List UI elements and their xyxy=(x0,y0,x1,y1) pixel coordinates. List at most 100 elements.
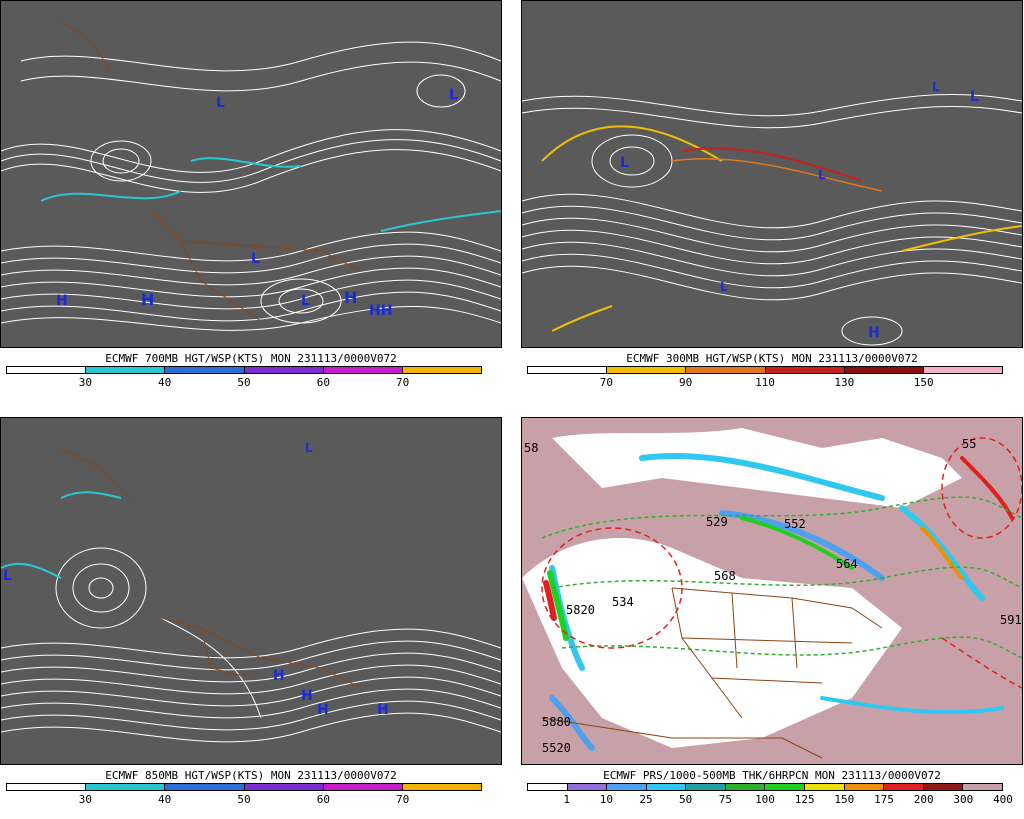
color-swatch xyxy=(323,367,403,373)
panel-title: ECMWF PRS/1000-500MB THK/6HRPCN MON 2311… xyxy=(603,769,941,782)
color-swatch xyxy=(607,367,687,373)
thickness-label: 5880 xyxy=(542,715,571,729)
scale-tick-label: 60 xyxy=(316,376,330,389)
high-label: H xyxy=(56,293,68,309)
color-swatch xyxy=(86,784,166,790)
scale-tick-label: 400 xyxy=(993,793,1013,806)
thickness-label: 58 xyxy=(524,441,538,455)
scale-tick-label: 50 xyxy=(237,793,251,806)
color-swatch xyxy=(923,784,964,790)
scale-tick-label: 300 xyxy=(953,793,974,806)
color-swatch xyxy=(402,367,482,373)
color-swatch xyxy=(165,784,245,790)
low-label: L xyxy=(3,568,12,584)
thickness-label: 568 xyxy=(714,569,736,583)
color-swatch xyxy=(607,784,647,790)
low-label: L xyxy=(818,168,826,182)
panel-850mb: L L H H H H ECMWF 850MB HGT/WSP(KTS) MON… xyxy=(0,417,502,819)
panel-700mb: L L L L H H H HH ECMWF 700MB HGT/WSP(KTS… xyxy=(0,0,502,402)
high-label: H xyxy=(868,325,880,341)
color-swatch xyxy=(765,367,845,373)
color-swatch xyxy=(402,784,482,790)
color-swatch xyxy=(686,784,726,790)
color-swatch xyxy=(646,784,687,790)
panel-title: ECMWF 300MB HGT/WSP(KTS) MON 231113/0000… xyxy=(626,352,918,365)
color-swatch xyxy=(884,784,924,790)
color-swatch xyxy=(7,784,87,790)
panel-prs-thk-pcn: 568 5820 5880 552 529 564 58 55 534 591 … xyxy=(521,417,1023,819)
color-swatch xyxy=(963,784,1002,790)
color-swatch xyxy=(765,784,806,790)
scale-tick-label: 60 xyxy=(316,793,330,806)
low-label: L xyxy=(932,80,940,94)
low-label: L xyxy=(301,293,310,309)
precip-thickness-map xyxy=(522,418,1022,764)
low-label: L xyxy=(251,251,260,267)
panel-300mb: L L L L L H ECMWF 300MB HGT/WSP(KTS) MON… xyxy=(521,0,1023,402)
scale-tick-label: 150 xyxy=(834,793,855,806)
high-label: H xyxy=(344,288,357,307)
color-swatch xyxy=(686,367,766,373)
pressure-labels-850mb: L L H H H H xyxy=(3,441,389,718)
scale-tick-label: 130 xyxy=(834,376,855,389)
color-scale-ticks: 1 10 25 50 75 100 125 150 175 200 300 400 xyxy=(527,793,1013,807)
scale-tick-label: 100 xyxy=(755,793,775,806)
color-scale-bar xyxy=(527,366,1003,374)
high-label: H xyxy=(301,688,313,704)
low-label: L xyxy=(216,95,225,111)
high-label: H xyxy=(317,702,329,718)
color-swatch xyxy=(165,367,245,373)
thickness-label: 5820 xyxy=(566,603,595,617)
scale-tick-label: 150 xyxy=(913,376,934,389)
scale-tick-label: 110 xyxy=(755,376,775,389)
color-swatch xyxy=(528,784,568,790)
color-swatch xyxy=(725,784,766,790)
scale-tick-label: 125 xyxy=(794,793,815,806)
scale-tick-label: 175 xyxy=(874,793,894,806)
scale-tick-label: 70 xyxy=(396,793,410,806)
color-swatch xyxy=(844,367,924,373)
map-300mb: L L L L L H xyxy=(521,0,1023,348)
color-scale-ticks: 30 40 50 60 70 xyxy=(6,376,482,390)
color-swatch xyxy=(323,784,403,790)
thickness-label: 534 xyxy=(612,595,634,609)
color-scale-ticks: 30 40 50 60 70 xyxy=(6,793,482,807)
thickness-label: 55 xyxy=(962,437,976,451)
color-swatch xyxy=(7,367,87,373)
color-scale-ticks: 70 90 110 130 150 xyxy=(527,376,1003,390)
scale-tick-label: 10 xyxy=(599,793,613,806)
color-swatch xyxy=(567,784,608,790)
thickness-labels: 568 5820 5880 552 529 564 58 55 534 591 … xyxy=(524,437,1022,755)
thickness-label: 552 xyxy=(784,517,806,531)
high-label: H xyxy=(141,290,154,309)
high-label: H xyxy=(273,668,285,684)
color-swatch xyxy=(244,784,324,790)
low-label: L xyxy=(449,87,458,103)
map-prs-thk-pcn: 568 5820 5880 552 529 564 58 55 534 591 … xyxy=(521,417,1023,765)
scale-tick-label: 50 xyxy=(679,793,693,806)
scale-tick-label: 200 xyxy=(913,793,934,806)
thickness-label: 529 xyxy=(706,515,728,529)
color-swatch xyxy=(923,367,1003,373)
scale-tick-label: 90 xyxy=(679,376,693,389)
color-swatch xyxy=(244,367,324,373)
low-label: L xyxy=(970,89,979,105)
panel-title: ECMWF 700MB HGT/WSP(KTS) MON 231113/0000… xyxy=(105,352,397,365)
streamline-map-700mb xyxy=(1,1,501,347)
streamline-map-300mb xyxy=(522,1,1022,347)
panel-title: ECMWF 850MB HGT/WSP(KTS) MON 231113/0000… xyxy=(105,769,397,782)
streamline-map-850mb xyxy=(1,418,501,764)
color-scale-bar xyxy=(6,366,482,374)
scale-tick-label: 40 xyxy=(158,376,172,389)
color-scale-bar xyxy=(6,783,482,791)
low-label: L xyxy=(620,155,629,171)
thickness-label: 5520 xyxy=(542,741,571,755)
low-label: L xyxy=(305,441,313,455)
scale-tick-label: 1 xyxy=(563,793,570,806)
pressure-labels-300mb: L L L L L H xyxy=(620,80,979,341)
pressure-labels-700mb: L L L L H H H HH xyxy=(56,87,458,319)
scale-tick-label: 25 xyxy=(639,793,653,806)
thickness-label: 564 xyxy=(836,557,858,571)
scale-tick-label: 70 xyxy=(599,376,613,389)
color-swatch xyxy=(86,367,166,373)
